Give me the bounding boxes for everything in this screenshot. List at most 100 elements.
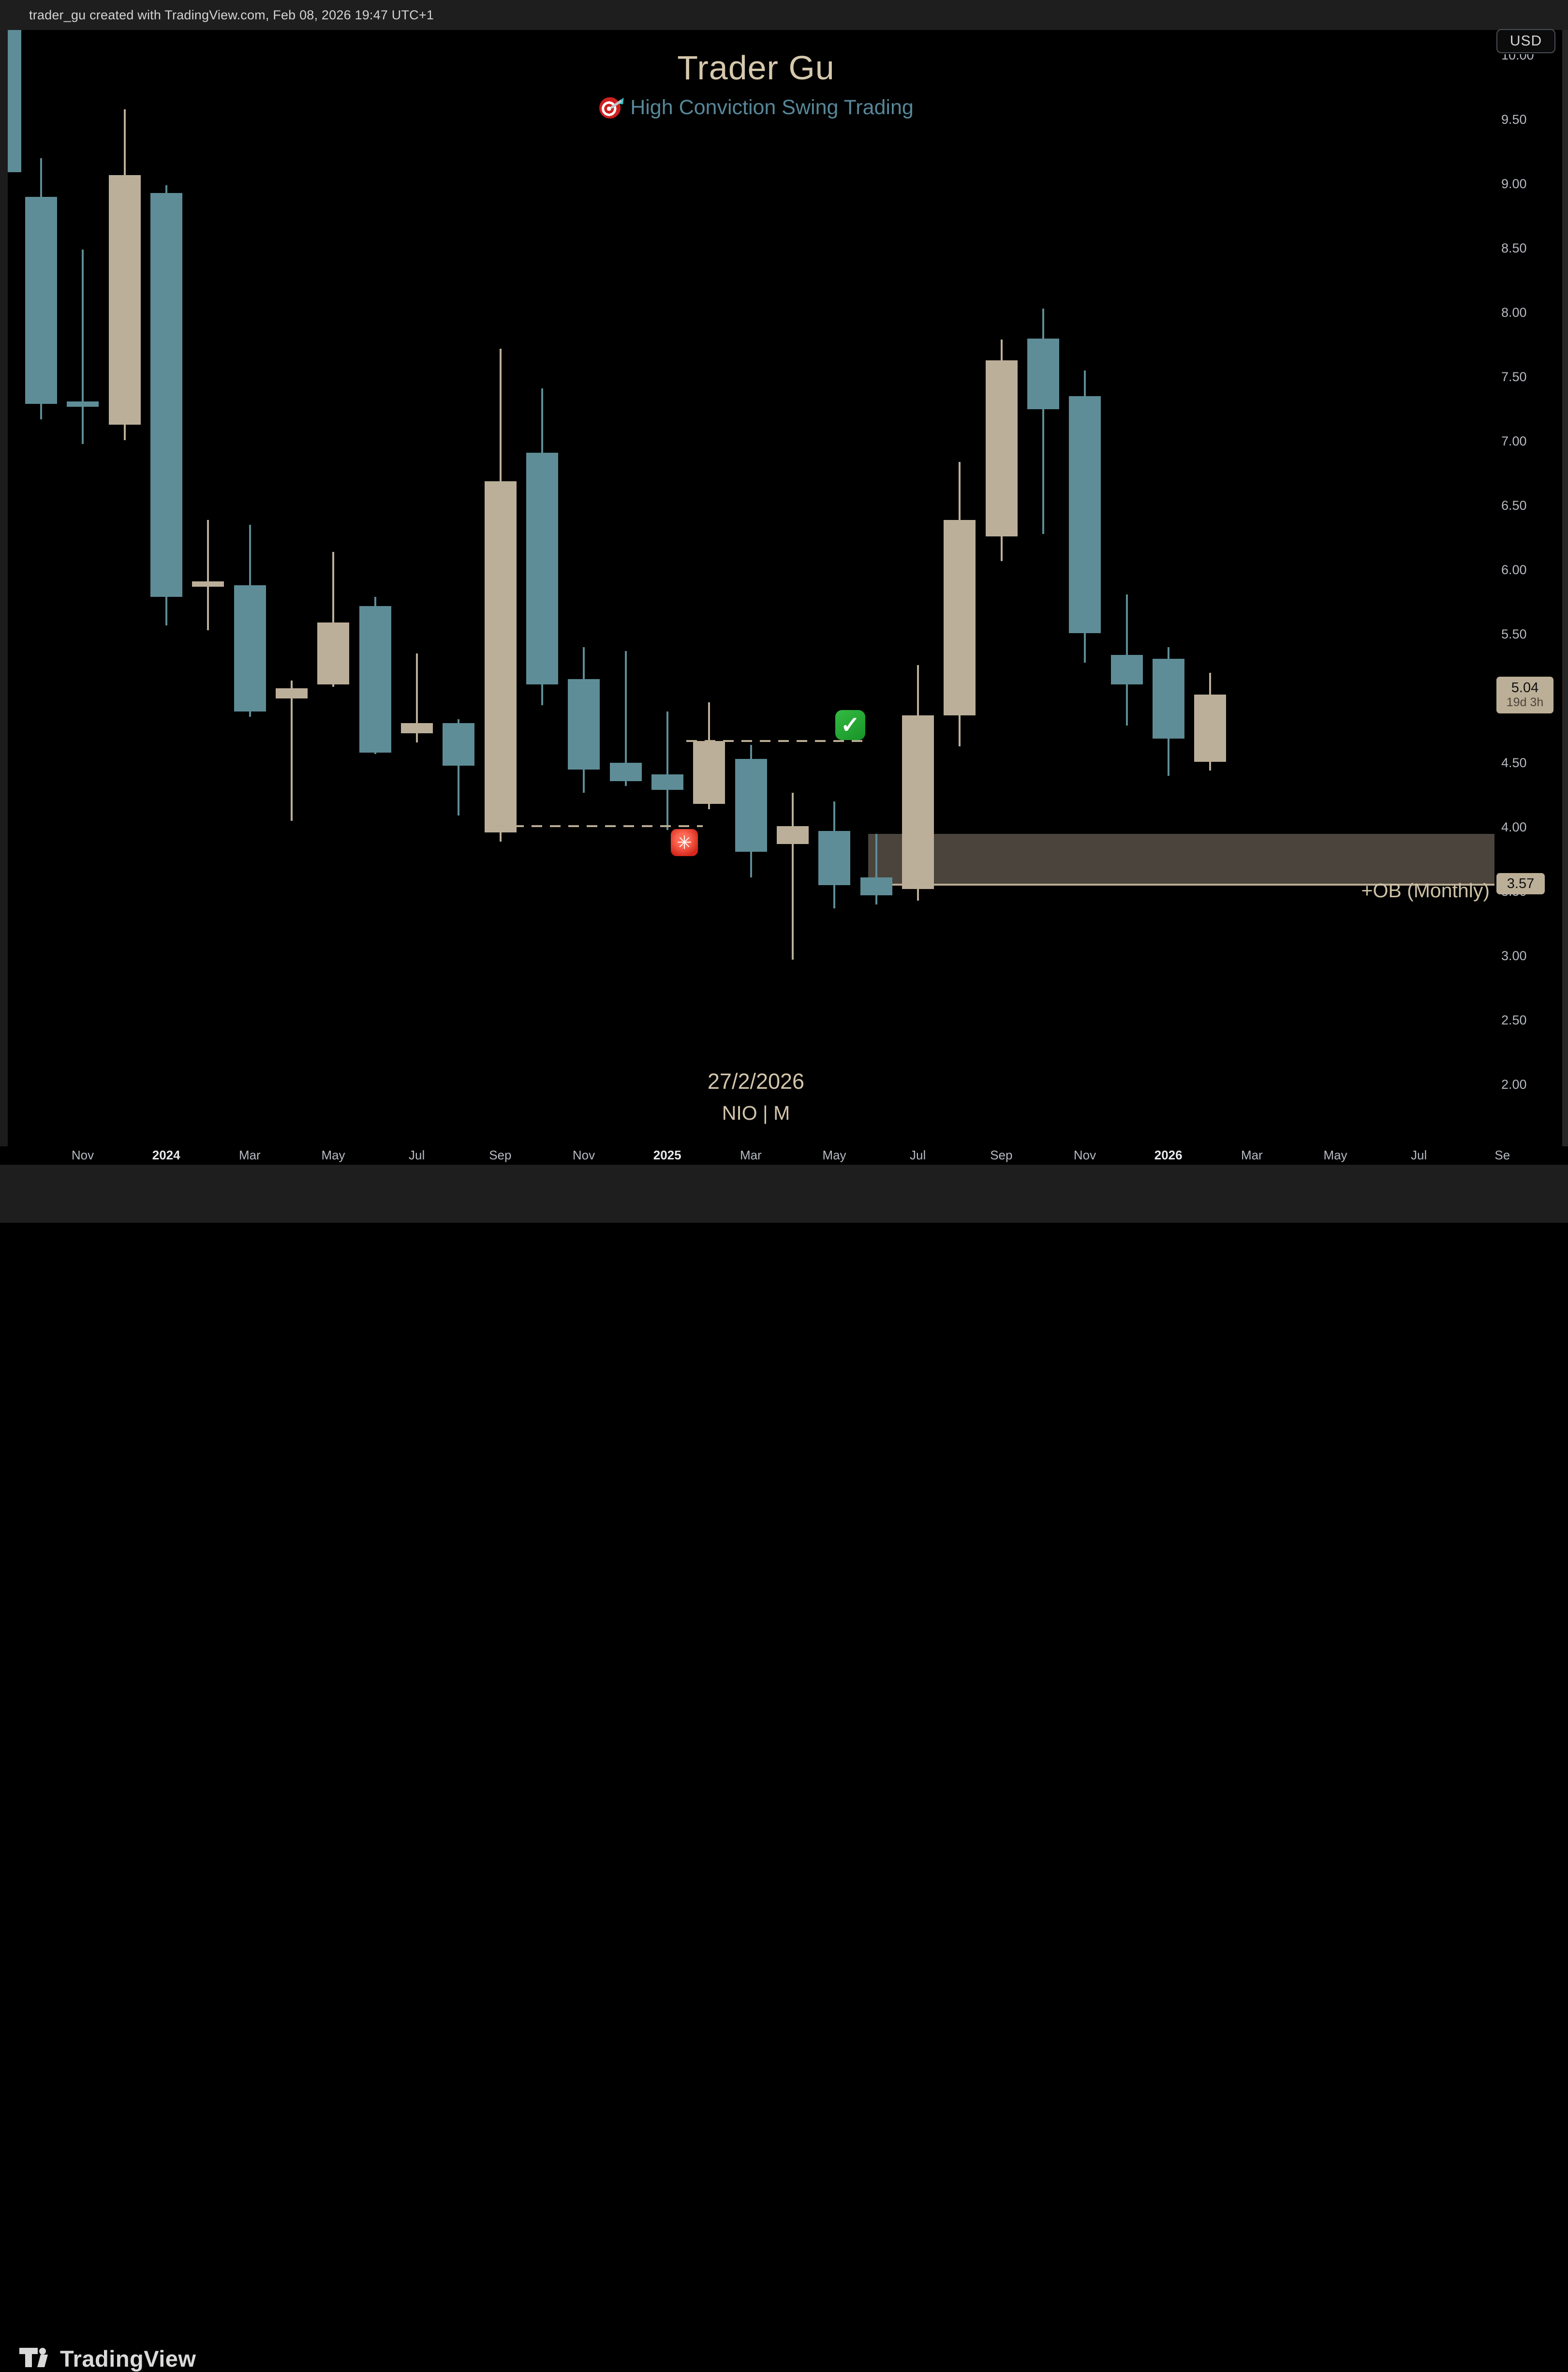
candle-wick (82, 250, 84, 444)
dart-target-icon (598, 96, 621, 119)
check-mark-icon: ✓ (835, 710, 865, 740)
candle-body (944, 520, 976, 715)
candle-body (1069, 396, 1101, 633)
level-price-badge: 3.57 (1496, 873, 1545, 894)
level-price-value: 3.57 (1507, 875, 1535, 891)
candle-wick (666, 712, 668, 830)
time-tick-label: Mar (238, 1148, 261, 1162)
order-block-label: +OB (Monthly) (1361, 879, 1490, 902)
candle-body (67, 401, 99, 407)
candle-body (359, 606, 391, 753)
price-tick-label: 2.50 (1501, 1013, 1527, 1027)
candle-body (317, 623, 349, 684)
price-tick-label: 9.00 (1501, 177, 1527, 191)
candle-body (818, 831, 850, 885)
page-title: Trader Gu (677, 49, 835, 87)
candle-wick (291, 681, 293, 821)
time-tick-label: May (321, 1148, 345, 1162)
symbol-label: NIO | M (722, 1102, 790, 1124)
price-axis[interactable]: 10.00 9.50 9.00 8.50 8.00 7.50 7.00 6.50 6.00 5.5… (1494, 54, 1562, 1146)
price-tick-label: 4.00 (1501, 820, 1527, 834)
price-tick-label: 10.00 (1501, 54, 1534, 62)
current-price-badge: 5.04 19d 3h (1496, 677, 1553, 713)
candle-body (1027, 339, 1059, 409)
candle-wick (458, 719, 459, 815)
time-tick-label: 2025 (653, 1148, 681, 1162)
siren-alert-icon: ✳ (671, 829, 698, 856)
candle-body (986, 360, 1018, 536)
time-tick-label: Jul (1411, 1148, 1427, 1162)
price-tick-label: 2.00 (1501, 1077, 1527, 1092)
currency-toggle-button[interactable]: USD (1496, 29, 1555, 53)
time-tick-label: Se (1494, 1148, 1510, 1162)
candle-body (1194, 695, 1226, 762)
candle-wick (416, 653, 418, 742)
tradingview-logo-text: TradingView (60, 2345, 196, 2372)
price-tick-label: 7.50 (1501, 370, 1527, 384)
bottom-bar: TradingView (0, 1165, 1568, 2372)
candle-body (526, 453, 558, 684)
candle-wick (792, 793, 794, 960)
candle-body (651, 774, 683, 790)
candle-body (860, 877, 892, 895)
candle-body (1111, 655, 1143, 684)
subtitle-text: High Conviction Swing Trading (630, 96, 914, 119)
left-edge-strip (0, 30, 8, 1165)
price-tick-label: 8.00 (1501, 305, 1527, 320)
time-tick-label: Jul (409, 1148, 425, 1162)
price-tick-label: 9.50 (1501, 112, 1527, 127)
time-tick-label: Sep (489, 1148, 512, 1162)
current-price-value: 5.04 (1511, 680, 1539, 696)
time-tick-label: May (822, 1148, 846, 1162)
time-tick-label: Nov (572, 1148, 595, 1162)
level-line-break-level (686, 740, 867, 742)
price-tick-label: 4.50 (1501, 756, 1527, 770)
candle-wick (875, 834, 877, 904)
price-tick-label: 6.50 (1501, 498, 1527, 513)
candle-body (25, 197, 57, 404)
price-tick-label: 6.00 (1501, 563, 1527, 577)
candle-body (150, 193, 182, 597)
date-label: 27/2/2026 (707, 1069, 805, 1094)
candle-body (610, 763, 642, 781)
candle-body (902, 715, 934, 889)
candle-body (777, 826, 809, 844)
page-subtitle: High Conviction Swing Trading (0, 96, 1512, 119)
candle-body (192, 581, 224, 587)
time-tick-label: Nov (71, 1148, 94, 1162)
price-tick-label: 3.00 (1501, 949, 1527, 963)
time-tick-label: 2026 (1154, 1148, 1183, 1162)
bar-countdown: 19d 3h (1506, 696, 1544, 710)
time-tick-label: Mar (1241, 1148, 1263, 1162)
candle-body (485, 481, 517, 832)
candle-wick (1042, 309, 1044, 534)
price-tick-label: 8.50 (1501, 241, 1527, 255)
attribution-text: trader_gu created with TradingView.com, … (29, 8, 434, 22)
candle-body (693, 741, 725, 804)
time-tick-label: Jul (910, 1148, 926, 1162)
tradingview-logo[interactable]: TradingView (19, 2345, 196, 2372)
candle-wick (207, 520, 209, 630)
level-line-sweep-level (495, 825, 703, 827)
candle-body-partial (7, 28, 21, 172)
candle-wick (332, 552, 334, 687)
right-edge-strip (1562, 30, 1568, 1165)
candle-body (735, 759, 767, 852)
time-tick-label: Nov (1073, 1148, 1096, 1162)
price-tick-label: 5.50 (1501, 627, 1527, 641)
time-axis[interactable]: Nov 2024 Mar May Jul Sep Nov 2025 Mar May Jul Sep No… (0, 1146, 1568, 1165)
time-tick-label: 2024 (152, 1148, 180, 1162)
tradingview-mark-icon (19, 2348, 48, 2367)
candle-body (443, 723, 474, 766)
candle-body (276, 688, 308, 698)
price-tick-label: 7.00 (1501, 434, 1527, 448)
order-block-zone[interactable] (868, 834, 1494, 886)
top-bar: trader_gu created with TradingView.com, … (0, 0, 1568, 30)
time-tick-label: Sep (990, 1148, 1013, 1162)
candle-body (234, 585, 266, 712)
time-tick-label: Mar (740, 1148, 762, 1162)
candle-body (1153, 659, 1184, 739)
time-tick-label: May (1323, 1148, 1347, 1162)
candle-body (109, 175, 141, 425)
